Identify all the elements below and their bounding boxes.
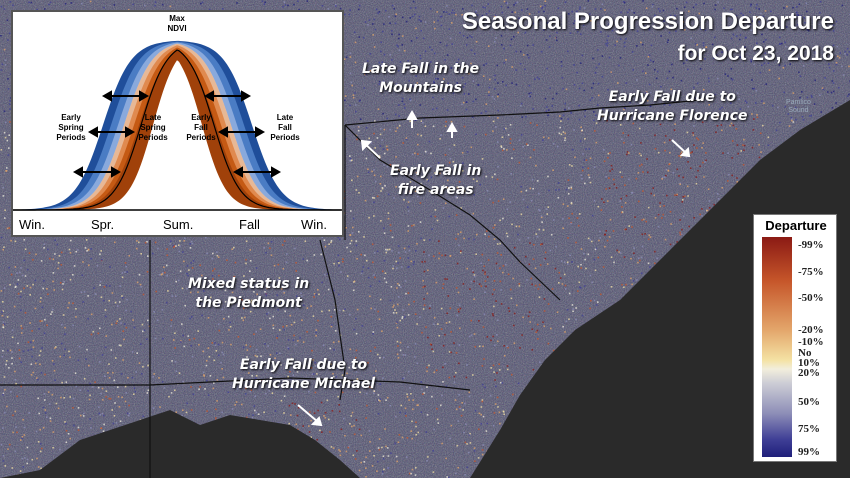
place-label-pamlico-sound: Pamlico Sound: [786, 99, 811, 114]
annotation-late-fall-mountains: Late Fall in the Mountains: [362, 61, 480, 96]
map-title: Seasonal Progression Departure: [461, 8, 834, 35]
legend-tick: No: [798, 347, 812, 359]
annotation-early-fall-michael: Early Fall due to Hurricane Michael: [232, 357, 376, 392]
legend-tick: 50%: [798, 396, 820, 408]
legend-tick: 20%: [798, 367, 820, 379]
annotation-early-fall-fire: Early Fall in fire areas: [390, 163, 482, 198]
season-label-fall: Fall: [239, 217, 260, 232]
season-label-summer: Sum.: [163, 217, 194, 232]
ndvi-curve-diagram: [13, 40, 342, 211]
legend-tick: -50%: [798, 292, 824, 304]
max-ndvi-label: Max NDVI: [167, 14, 187, 33]
early-fall-label: Early Fall Periods: [186, 113, 216, 142]
map-subtitle: for Oct 23, 2018: [677, 42, 834, 65]
annotation-early-fall-florence: Early Fall due to Hurricane Florence: [597, 89, 748, 124]
legend-tick: 99%: [798, 446, 820, 458]
season-label-winter: Win.: [19, 217, 45, 232]
legend-tick: 10%: [798, 357, 820, 369]
season-label-winter-end: Win.: [301, 217, 327, 232]
ndvi-phenology-inset: Max NDVI Early Spring Periods Late Sprin…: [11, 10, 344, 237]
departure-legend: Departure -99% -75% -50% -20% -10% No 10…: [753, 214, 837, 462]
ndvi-curve-center: [13, 60, 342, 210]
legend-tick: -75%: [798, 266, 824, 278]
shift-arrows: [72, 90, 282, 178]
callout-arrows: [297, 109, 691, 427]
legend-tick: -10%: [798, 336, 824, 348]
annotation-mixed-piedmont: Mixed status in the Piedmont: [188, 276, 310, 311]
legend-title: Departure: [765, 218, 827, 233]
legend-color-ramp: [762, 237, 792, 457]
late-fall-label: Late Fall Periods: [270, 113, 300, 142]
early-spring-label: Early Spring Periods: [56, 113, 86, 142]
season-label-spring: Spr.: [91, 217, 115, 232]
legend-tick: 75%: [798, 423, 820, 435]
late-spring-label: Late Spring Periods: [138, 113, 168, 142]
state-borders: [0, 99, 701, 478]
legend-tick: -99%: [798, 239, 824, 251]
legend-tick: -20%: [798, 324, 824, 336]
